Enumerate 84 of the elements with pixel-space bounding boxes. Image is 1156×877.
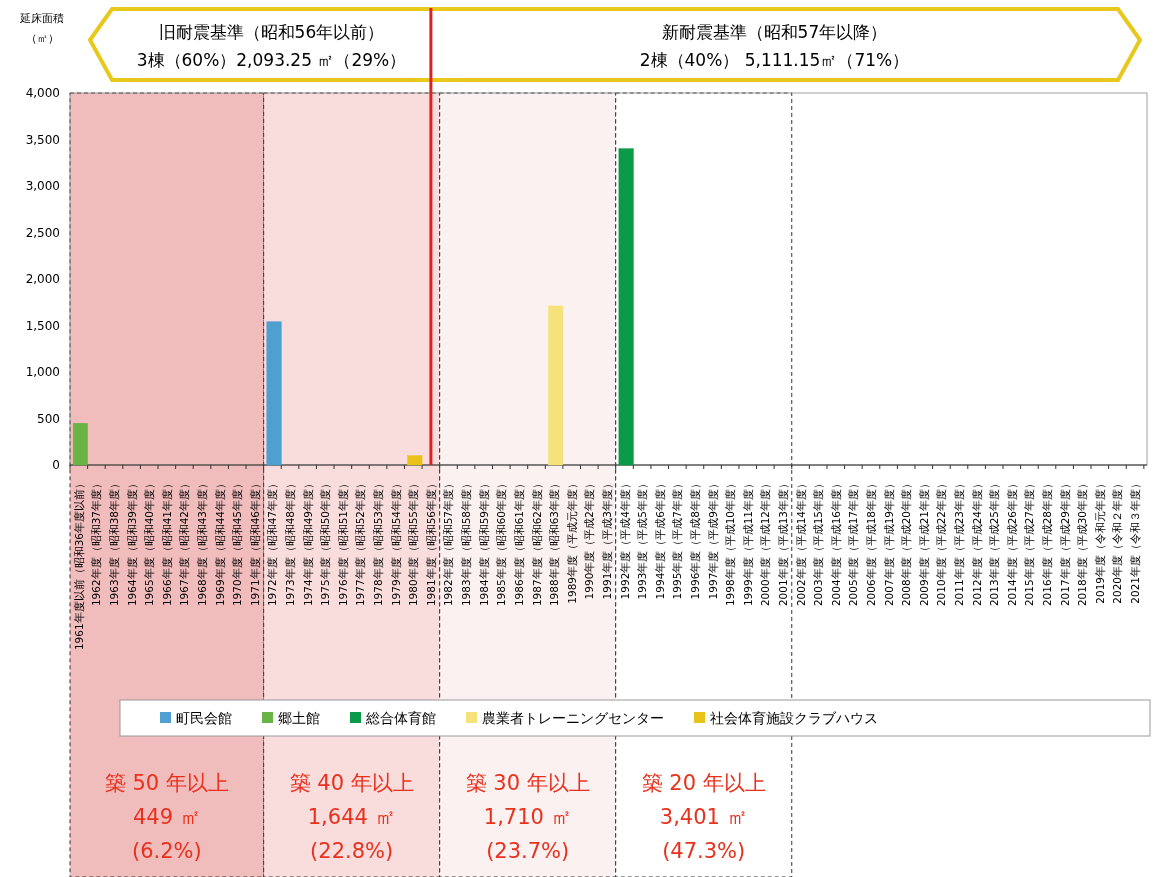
x-tick-label: 2001年度（平成13年度）	[776, 478, 789, 607]
y-tick-label: 2,000	[25, 272, 60, 286]
x-tick-label: 1986年度（昭和61年度）	[512, 478, 525, 607]
x-tick-label: 1969年度（昭和44年度）	[213, 478, 226, 607]
text: 3棟（60%）2,093.25 ㎡（29%）	[136, 50, 407, 70]
x-tick-label: 1985年度（昭和60年度）	[495, 478, 508, 607]
x-tick-label: 1990年度（平成2年度）	[583, 478, 596, 600]
x-tick-label: 2021年度（令和３年度）	[1129, 478, 1142, 604]
x-tick-label: 2000年度（平成12年度）	[759, 478, 772, 607]
x-tick-label: 1998年度（平成10年度）	[724, 478, 737, 607]
band-label: 築 30 年以上 1,710 ㎡ (23.7%)	[465, 771, 590, 863]
x-tick-label: 2002年度（平成14年度）	[794, 478, 807, 607]
x-tick-label: 1993年度（平成5年度）	[636, 478, 649, 600]
x-tick-label: 1963年度（昭和38年度）	[108, 478, 121, 607]
x-tick-label: 2006年度（平成18年度）	[864, 478, 877, 607]
x-tick-label: 2004年度（平成16年度）	[829, 478, 842, 607]
y-tick-label: 1,500	[25, 318, 60, 333]
y-tick-label: 4,000	[25, 86, 60, 100]
x-tick-label: 1999年度（平成11年度）	[741, 478, 754, 607]
y-tick-label: 1,000	[25, 365, 60, 379]
band-label: 築 20 年以上 3,401 ㎡ (47.3%)	[641, 771, 766, 863]
x-tick-label: 1989年度（平成元年度）	[565, 478, 578, 604]
band-label: 築 50 年以上 449 ㎡ (6.2%)	[104, 771, 229, 863]
y-tick-label: 0	[52, 458, 60, 472]
x-tick-label: 1968年度（昭和43年度）	[196, 478, 209, 607]
y-axis-title: 延床面積（㎡）	[19, 12, 64, 45]
x-tick-label: 1966年度（昭和41年度）	[160, 478, 173, 607]
x-tick-label: 1979年度（昭和54年度）	[389, 478, 402, 607]
text: 2棟（40%） 5,111.15㎡（71%）	[639, 50, 910, 70]
x-tick-label: 1965年度（昭和40年度）	[143, 478, 156, 607]
x-tick-label: 2005年度（平成17年度）	[847, 478, 860, 607]
x-tick-label: 2010年度（平成22年度）	[935, 478, 948, 607]
x-tick-label: 1976年度（昭和51年度）	[336, 478, 349, 607]
x-tick-label: 2013年度（平成25年度）	[988, 478, 1001, 607]
x-tick-label: 2017年度（平成29年度）	[1058, 478, 1071, 607]
x-tick-label: 2018年度（平成30年度）	[1076, 478, 1089, 607]
y-tick-label: 500	[37, 411, 60, 426]
x-tick-label: 1988年度（昭和63年度）	[548, 478, 561, 607]
x-tick-label: 1996年度（平成8年度）	[688, 478, 701, 600]
x-tick-label: 2016年度（平成28年度）	[1041, 478, 1054, 607]
legend-label: 総合体育館	[365, 710, 436, 726]
x-tick-label: 2019年度（令和元年度）	[1093, 478, 1106, 604]
x-tick-label: 1978年度（昭和53年度）	[372, 478, 385, 607]
band-label: 築 40 年以上 1,644 ㎡ (22.8%)	[289, 771, 414, 863]
legend-label: 町民会館	[176, 710, 232, 726]
x-tick-label: 1974年度（昭和49年度）	[301, 478, 314, 607]
x-tick-label: 1995年度（平成7年度）	[671, 478, 684, 600]
x-tick-label: 1980年度（昭和55年度）	[407, 478, 420, 607]
x-tick-label: 1997年度（平成9年度）	[706, 478, 719, 600]
x-tick-label: 2020年度（令和２年度）	[1111, 478, 1124, 604]
x-tick-label: 1967年度（昭和42年度）	[178, 478, 191, 607]
x-tick-label: 2011年度（平成23年度）	[952, 478, 965, 607]
x-tick-label: 1973年度（昭和48年度）	[284, 478, 297, 607]
x-tick-label: 1971年度（昭和46年度）	[248, 478, 261, 607]
x-tick-label: 1972年度（昭和47年度）	[266, 478, 279, 607]
x-tick-label: 1970年度（昭和45年度）	[231, 478, 244, 607]
x-tick-label: 2003年度（平成15年度）	[812, 478, 825, 607]
x-tick-label: 1962年度（昭和37年度）	[90, 478, 103, 607]
y-tick-label: 3,500	[25, 132, 60, 147]
y-tick-label: 3,000	[25, 179, 60, 193]
legend-label: 社会体育施設クラブハウス	[710, 710, 878, 726]
x-tick-label: 2012年度（平成24年度）	[970, 478, 983, 607]
x-tick-label: 1991年度（平成3年度）	[600, 478, 613, 600]
x-tick-label: 1975年度（昭和50年度）	[319, 478, 332, 607]
y-tick-label: 2,500	[25, 225, 60, 240]
x-tick-label: 1987年度（昭和62年度）	[530, 478, 543, 607]
x-tick-label: 1992年度（平成4年度）	[618, 478, 631, 600]
x-tick-label: 1977年度（昭和52年度）	[354, 478, 367, 607]
x-tick-label: 1994年度（平成6年度）	[653, 478, 666, 600]
legend-label: 郷土館	[278, 710, 320, 726]
x-tick-label: 1982年度（昭和57年度）	[442, 478, 455, 607]
x-tick-label: 1961年度以前（昭和36年度以前）	[72, 478, 85, 651]
x-tick-label: 2014年度（平成26年度）	[1005, 478, 1018, 607]
text: 旧耐震基準（昭和56年以前）	[158, 22, 385, 42]
legend-label: 農業者トレーニングセンター	[482, 710, 664, 726]
x-tick-label: 1984年度（昭和59年度）	[477, 478, 490, 607]
x-tick-label: 1983年度（昭和58年度）	[460, 478, 473, 607]
x-tick-label: 2009年度（平成21年度）	[917, 478, 930, 607]
x-tick-label: 2015年度（平成27年度）	[1023, 478, 1036, 607]
text: 新耐震基準（昭和57年以降）	[661, 22, 888, 42]
x-tick-label: 2008年度（平成20年度）	[900, 478, 913, 607]
x-tick-label: 1964年度（昭和39年度）	[125, 478, 138, 607]
x-tick-label: 2007年度（平成19年度）	[882, 478, 895, 607]
x-tick-label: 1981年度（昭和56年度）	[424, 478, 437, 607]
